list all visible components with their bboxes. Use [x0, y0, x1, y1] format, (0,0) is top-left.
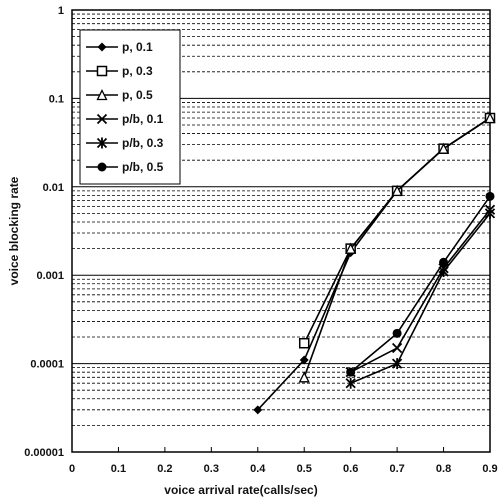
- data-point: [484, 112, 496, 124]
- y-tick-label: 0.001: [36, 270, 64, 282]
- series-line: [350, 195, 491, 373]
- legend-label: p/b, 0.1: [122, 112, 164, 126]
- data-point: [391, 342, 403, 354]
- data-point: [253, 405, 263, 415]
- legend-marker: [97, 162, 107, 172]
- x-tick-label: 0: [69, 463, 75, 475]
- data-point: [484, 207, 496, 219]
- series-1: [253, 113, 495, 415]
- legend: p, 0.1 p, 0.3 p, 0.5 p/b, 0.1 p/b, 0.3 p/b, 0…: [79, 29, 181, 185]
- series-layer: [253, 112, 496, 415]
- data-point: [345, 242, 357, 254]
- legend-marker: [96, 137, 108, 149]
- series-line: [303, 117, 491, 344]
- x-tick-label: 0.3: [204, 463, 219, 475]
- data-point: [299, 355, 309, 365]
- data-point: [391, 184, 403, 196]
- plot-area: [71, 9, 491, 453]
- series-3: [298, 112, 496, 383]
- data-point: [438, 142, 450, 154]
- x-tick-label: 0.8: [436, 463, 451, 475]
- series-5: [345, 207, 496, 389]
- y-tick-label: 0.1: [49, 93, 64, 105]
- y-tick-label: 0.0001: [30, 359, 64, 371]
- legend-marker: [96, 65, 108, 77]
- legend-label: p/b, 0.3: [122, 136, 164, 150]
- legend-marker: [96, 89, 108, 101]
- x-tick-label: 0.1: [111, 463, 126, 475]
- data-point: [392, 328, 402, 338]
- y-axis-label: voice blocking rate: [7, 176, 21, 285]
- legend-marker: [96, 113, 108, 125]
- legend-marker: [97, 42, 107, 52]
- y-tick-label: 0.01: [43, 182, 64, 194]
- x-tick-label: 0.4: [250, 463, 266, 475]
- series-line: [350, 212, 491, 384]
- x-axis-label: voice arrival rate(calls/sec): [164, 483, 317, 497]
- y-tick-label: 0.00001: [24, 447, 64, 459]
- legend-box: [79, 29, 181, 185]
- data-point: [391, 358, 403, 370]
- data-point: [438, 266, 449, 278]
- legend-label: p, 0.1: [122, 40, 153, 54]
- data-point: [485, 191, 495, 201]
- data-point: [298, 371, 310, 383]
- x-tick-label: 0.5: [297, 463, 312, 475]
- legend-label: p, 0.3: [122, 64, 153, 78]
- x-tick-label: 0.6: [343, 463, 358, 475]
- series-line: [257, 117, 491, 411]
- data-point: [345, 377, 356, 389]
- data-point: [298, 337, 310, 349]
- legend-label: p, 0.5: [122, 88, 153, 102]
- legend-label: p/b, 0.5: [122, 160, 164, 174]
- data-point: [439, 257, 449, 267]
- y-tick-label: 1: [58, 5, 64, 17]
- data-point: [346, 367, 356, 377]
- series-4: [345, 204, 496, 378]
- series-line: [350, 209, 491, 373]
- x-tick-label: 0.7: [389, 463, 404, 475]
- axis-ticks: 0 0.1 0.2 0.3 0.4 0.5 0.6 0.7 0.8 0.9 0.00001 0.000…: [24, 5, 497, 475]
- x-tick-label: 0.9: [482, 463, 497, 475]
- series-6: [346, 191, 495, 377]
- x-tick-label: 0.2: [157, 463, 172, 475]
